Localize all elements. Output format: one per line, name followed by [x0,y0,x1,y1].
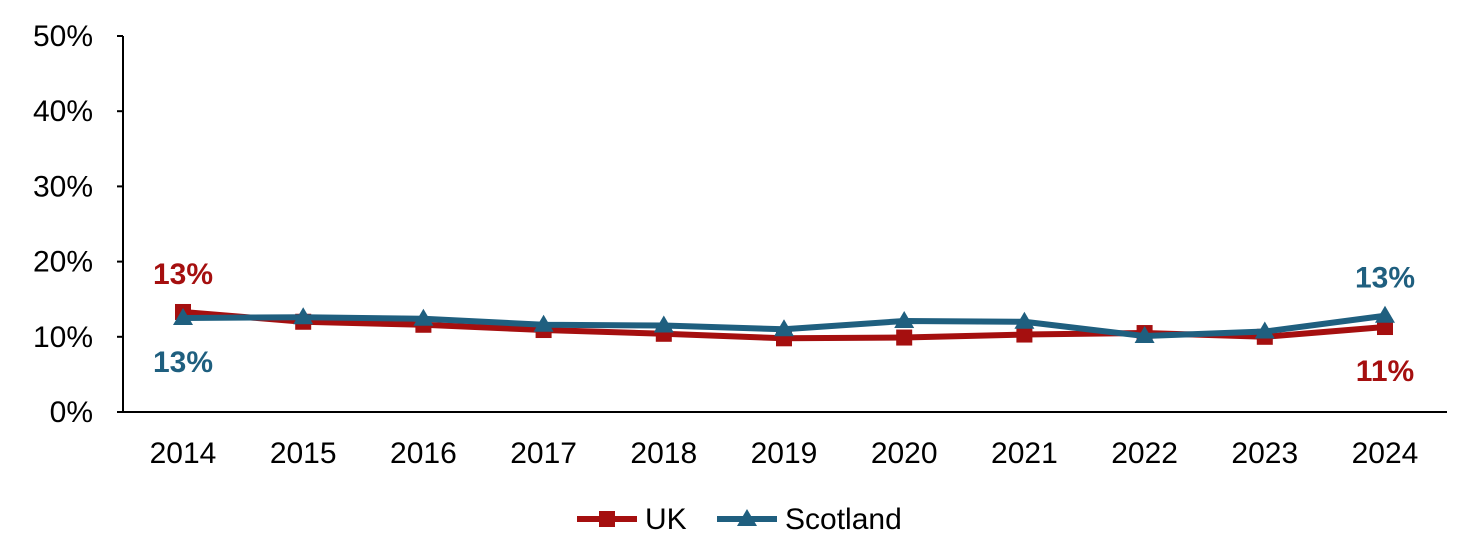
legend: UK Scotland [577,503,902,536]
x-tick-label: 2019 [751,437,818,470]
data-point [1377,319,1393,336]
series-layer [173,303,1395,347]
x-tick-label: 2021 [991,437,1058,470]
data-point [774,319,794,337]
data-point [1254,321,1275,339]
y-tick-label: 10% [33,321,93,354]
data-point [413,308,434,326]
data-point [533,314,554,332]
data-point [1014,311,1035,329]
x-tick-label: 2023 [1231,437,1298,470]
x-tick-label: 2018 [630,437,697,470]
y-tick-label: 30% [33,170,93,203]
x-axis: 2014 2015 2016 2017 2018 2019 2020 2021 2022 2023… [123,411,1447,470]
y-axis: 0% 10% 20% 30% 40% 50% [33,20,124,429]
legend-item-uk: UK [577,503,687,536]
data-point [293,307,314,325]
legend-label: UK [645,503,687,536]
y-tick-label: 50% [33,20,93,53]
data-label: 13% [153,346,213,379]
x-tick-label: 2022 [1111,437,1178,470]
x-tick-label: 2020 [871,437,938,470]
x-tick-label: 2017 [510,437,577,470]
data-point [653,315,674,333]
x-tick-label: 2024 [1352,437,1419,470]
legend-label: Scotland [785,503,902,536]
x-tick-label: 2016 [390,437,457,470]
data-point [1016,326,1033,343]
series-scotland [173,305,1395,344]
data-labels: 13% 11% 13% 13% [153,258,1415,388]
y-tick-label: 0% [50,396,93,429]
data-point [173,308,193,325]
data-point [894,311,915,329]
y-tick-label: 20% [33,246,93,279]
legend-marker [737,509,757,526]
y-tick-label: 40% [33,95,93,128]
x-tick-label: 2015 [270,437,337,470]
data-point [1134,326,1155,344]
legend-marker [599,511,615,527]
data-point [896,329,913,346]
data-label: 11% [1356,355,1414,388]
data-point [1375,305,1395,323]
x-tick-label: 2014 [150,437,217,470]
data-label: 13% [153,258,213,291]
data-label: 13% [1355,262,1415,295]
legend-item-scotland: Scotland [717,503,902,536]
